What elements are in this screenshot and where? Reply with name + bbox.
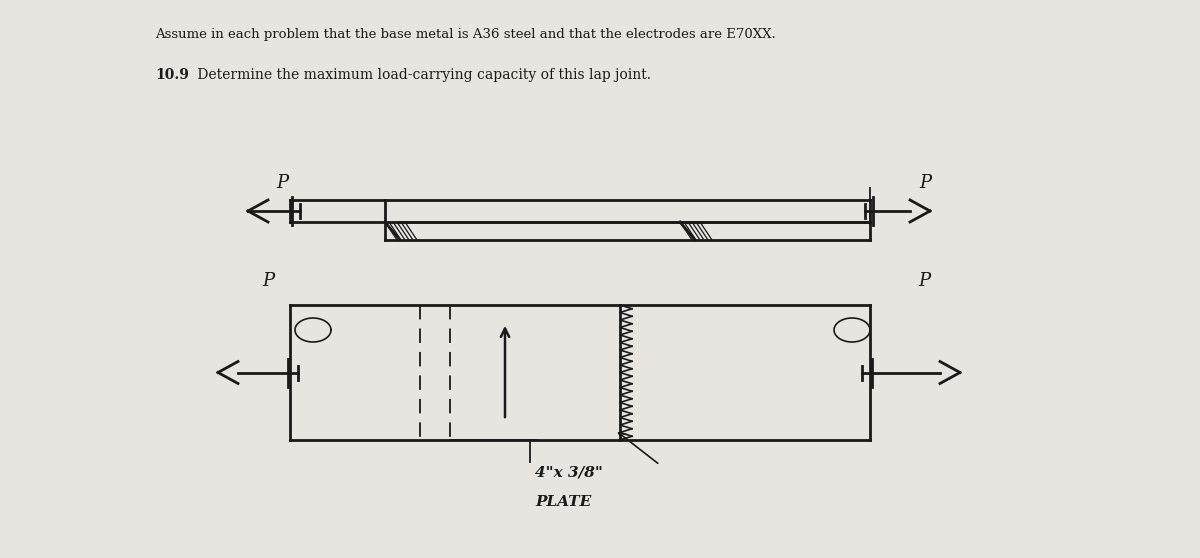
Text: P: P xyxy=(919,174,931,192)
Text: P: P xyxy=(276,174,288,192)
Text: PLATE: PLATE xyxy=(535,495,592,509)
Text: Determine the maximum load-carrying capacity of this lap joint.: Determine the maximum load-carrying capa… xyxy=(193,68,650,82)
Text: P: P xyxy=(918,272,930,290)
Text: Assume in each problem that the base metal is A36 steel and that the electrodes : Assume in each problem that the base met… xyxy=(155,28,775,41)
Text: 4"x 3/8": 4"x 3/8" xyxy=(535,465,602,479)
Text: P: P xyxy=(262,272,274,290)
Text: 10.9: 10.9 xyxy=(155,68,188,82)
